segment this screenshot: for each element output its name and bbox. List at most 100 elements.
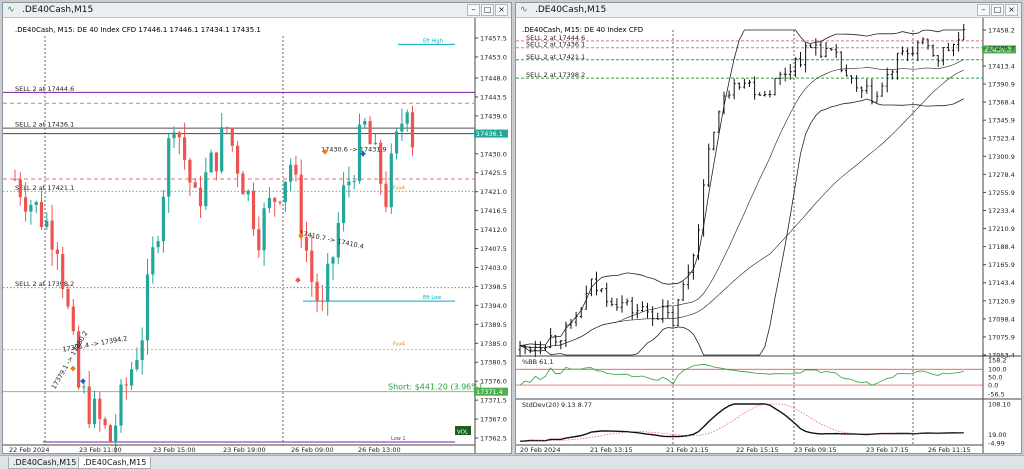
low-label: Low 1	[391, 436, 406, 442]
time-tick-label: 26 Feb 09:00	[291, 446, 334, 454]
candle-body	[71, 306, 75, 332]
maximize-button[interactable]: □	[481, 4, 494, 16]
chart-tab-bar: .DE40Cash,M15 .DE40Cash,M15	[0, 455, 1024, 469]
pctb-tick-label: 100.0	[988, 366, 1007, 374]
candle-body	[167, 138, 171, 197]
pctb-line	[519, 363, 964, 386]
candle-body	[342, 185, 346, 224]
candle-body	[13, 179, 17, 181]
trade-marker	[80, 378, 86, 384]
volume-badge	[455, 426, 471, 435]
price-tick-label: 17371.5	[480, 397, 507, 405]
time-tick-label: 23 Feb 19:00	[223, 446, 266, 454]
close-button[interactable]: ×	[1005, 4, 1018, 16]
price-tick-label: 17376.0	[480, 378, 507, 386]
candle-body	[151, 247, 155, 275]
left-window-title: .DE40Cash,M15	[22, 5, 94, 15]
left-chart-window[interactable]: ∿ .DE40Cash,M15 – □ × SELL 2 at 17444.6 S…	[2, 2, 512, 454]
fixed-label: Fxx4	[393, 341, 405, 347]
candle-body	[357, 124, 362, 182]
price-tick-label: 17367.0	[480, 416, 507, 424]
tab-chart-2[interactable]: .DE40Cash,M15	[78, 457, 152, 469]
right-window-title: .DE40Cash,M15	[535, 5, 607, 15]
candle-body	[145, 274, 150, 341]
right-chart-window[interactable]: ∿ .DE40Cash,M15 – □ × SELL 2 at 17444.6 S…	[515, 2, 1022, 454]
candle-body	[246, 190, 250, 195]
candle-body	[140, 340, 144, 360]
price-tick-label: 17407.5	[480, 245, 507, 253]
candle-body	[45, 220, 49, 228]
candle-body	[55, 249, 59, 254]
sell-order-label: SELL 2 at 17421.1	[15, 184, 74, 192]
stddev-tick-label: -4.99	[988, 440, 1005, 448]
sell-order-label: SELL 2 at 17421.1	[526, 53, 585, 61]
candle-body	[262, 208, 266, 251]
price-tick-label: 17398.5	[480, 283, 507, 291]
candle-body	[124, 384, 128, 386]
candle-body	[161, 196, 165, 242]
price-tick-label: 17439.0	[480, 112, 507, 120]
time-tick-label: 20 Feb 2024	[520, 446, 560, 454]
price-tick-label: 17233.4	[988, 207, 1015, 215]
price-tick-label: 17403.0	[480, 264, 507, 272]
candle-body	[331, 257, 335, 264]
right-plot-area	[516, 18, 983, 453]
tab-chart-1[interactable]: .DE40Cash,M15	[8, 457, 82, 469]
candle-body	[172, 132, 176, 139]
candle-body	[39, 201, 44, 228]
trade-marker	[70, 365, 76, 372]
time-tick-label: 26 Feb 13:00	[358, 446, 401, 454]
maximize-button[interactable]: □	[991, 4, 1004, 16]
candle-body	[29, 204, 33, 212]
price-tick-label: 17430.0	[480, 150, 507, 158]
stddev-signal-line	[519, 403, 964, 442]
price-tick-label: 17380.5	[480, 359, 507, 367]
minimize-button[interactable]: –	[977, 4, 990, 16]
candle-body	[400, 123, 404, 132]
candle-body	[66, 288, 70, 307]
candle-body	[363, 121, 367, 125]
minimize-button[interactable]: –	[467, 4, 480, 16]
left-window-titlebar[interactable]: ∿ .DE40Cash,M15 – □ ×	[3, 3, 511, 18]
stddev-line	[519, 403, 964, 442]
pctb-tick-label: 0.0	[988, 382, 998, 390]
right-window-titlebar[interactable]: ∿ .DE40Cash,M15 – □ ×	[516, 3, 1021, 18]
price-tick-label: 17210.9	[988, 225, 1015, 233]
price-tick-label: 17448.0	[480, 75, 507, 83]
candle-body	[267, 197, 271, 209]
trade-label: 17430.6 -> 17431.9	[321, 145, 387, 153]
candle-body	[299, 174, 303, 238]
time-tick-label: 22 Feb 15:15	[736, 446, 779, 454]
close-button[interactable]: ×	[495, 4, 508, 16]
price-tick-label: 17412.0	[480, 226, 507, 234]
time-tick-label: 22 Feb 2024	[9, 446, 49, 454]
price-tick-label: 17120.9	[988, 297, 1015, 305]
left-price-chart[interactable]: SELL 2 at 17444.6 SELL 2 at 17436.1 SELL 2…	[3, 18, 511, 454]
time-tick-label: 23 Feb 15:00	[153, 446, 196, 454]
candle-body	[384, 183, 388, 208]
candle-body	[395, 131, 399, 154]
candle-body	[410, 112, 415, 148]
eft-low-label: Eft Low	[423, 295, 441, 301]
stddev-tick-label: 19.00	[988, 431, 1007, 439]
pctb-tick-label: 50.0	[988, 374, 1002, 382]
candle-body	[177, 132, 181, 138]
short-position-label: Short: $441.20 (3.96%)	[388, 383, 482, 392]
price-tick-label: 17390.9	[988, 81, 1015, 89]
sell-order-label: SELL 2 at 17436.1	[15, 121, 74, 129]
sell-order-label: SELL 2 at 17444.6	[15, 85, 74, 93]
trade-marker	[298, 233, 304, 239]
time-tick-label: 21 Feb 21:15	[666, 446, 709, 454]
candle-body	[273, 197, 277, 202]
candle-body	[294, 164, 298, 175]
candle-body	[214, 152, 218, 172]
candle-body	[251, 190, 256, 230]
candle-body	[92, 398, 97, 425]
volume-badge-text: VOL	[457, 430, 469, 436]
candle-body	[61, 253, 65, 289]
candle-body	[220, 127, 224, 172]
candle-body	[304, 237, 309, 251]
candle-body	[77, 331, 81, 388]
candle-body	[368, 121, 372, 145]
